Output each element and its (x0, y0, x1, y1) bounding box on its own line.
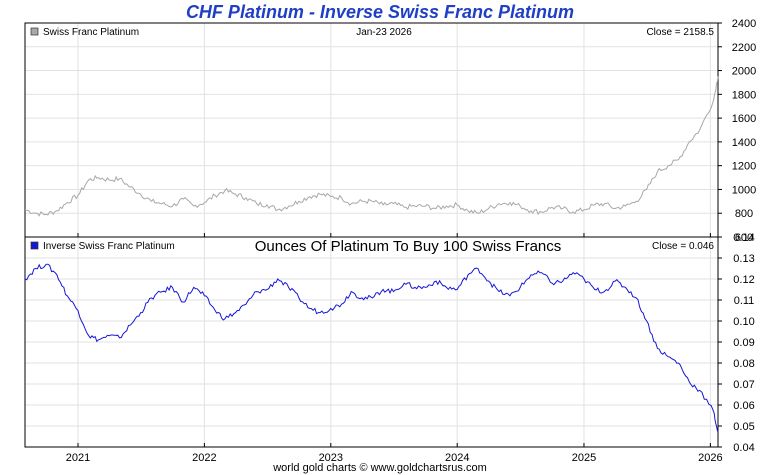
plot-frame (24, 22, 719, 238)
chart-title: CHF Platinum - Inverse Swiss Franc Plati… (185, 2, 575, 22)
chart-panel-1: 600 800 1000 1200 1400 1600 1800 2000 2200 2400 Sw… (24, 18, 756, 244)
y-tick-label: 1800 (732, 89, 756, 101)
footer-credit: world gold charts © www.goldchartsrus.co… (273, 462, 487, 474)
x-tick-label: 2021 (66, 452, 90, 464)
y-tick-label: 0.09 (733, 337, 754, 349)
legend-swatch (30, 27, 39, 36)
close-label: Close = 0.046 (652, 241, 714, 252)
y-tick-label: 0.14 (733, 232, 754, 244)
y-tick-label: 1200 (732, 161, 756, 173)
x-tick-label: 2023 (319, 452, 343, 464)
y-tick-label: 600 (735, 232, 753, 244)
x-tick-label: 2026 (698, 452, 722, 464)
series-line-2 (24, 263, 719, 433)
series-line-1 (24, 76, 719, 217)
date-label: Jan-23 2026 (356, 27, 412, 38)
x-tick-label: 2024 (445, 452, 469, 464)
y-tick-label: 0.07 (733, 379, 754, 391)
y-tick-label: 1400 (732, 137, 756, 149)
x-tick-label: 2025 (572, 452, 596, 464)
y-tick-label: 0.04 (733, 442, 754, 454)
legend-label: Swiss Franc Platinum (43, 27, 139, 38)
y-tick-label: 2200 (732, 42, 756, 54)
y-tick-label: 800 (735, 208, 753, 220)
y-tick-label: 0.13 (733, 253, 754, 265)
plot-frame (24, 236, 719, 448)
legend-swatch (30, 241, 39, 250)
panel-subtitle: Ounces Of Platinum To Buy 100 Swiss Fran… (255, 238, 562, 255)
x-tick-label: 2022 (192, 452, 216, 464)
legend-label: Inverse Swiss Franc Platinum (43, 241, 175, 252)
chart-panel-2: 0.04 0.05 0.06 0.07 0.08 0.09 0.10 0.11 0.12 0.13… (24, 232, 755, 454)
y-tick-label: 2400 (732, 18, 756, 30)
y-tick-label: 1600 (732, 113, 756, 125)
close-label: Close = 2158.5 (646, 27, 714, 38)
y-tick-label: 0.05 (733, 421, 754, 433)
y-tick-label: 0.12 (733, 274, 754, 286)
y-tick-label: 0.11 (734, 295, 755, 307)
y-tick-label: 0.10 (733, 316, 754, 328)
y-tick-label: 0.06 (733, 400, 754, 412)
y-tick-label: 2000 (732, 66, 756, 78)
y-tick-label: 0.08 (733, 358, 754, 370)
y-tick-label: 1000 (732, 184, 756, 196)
